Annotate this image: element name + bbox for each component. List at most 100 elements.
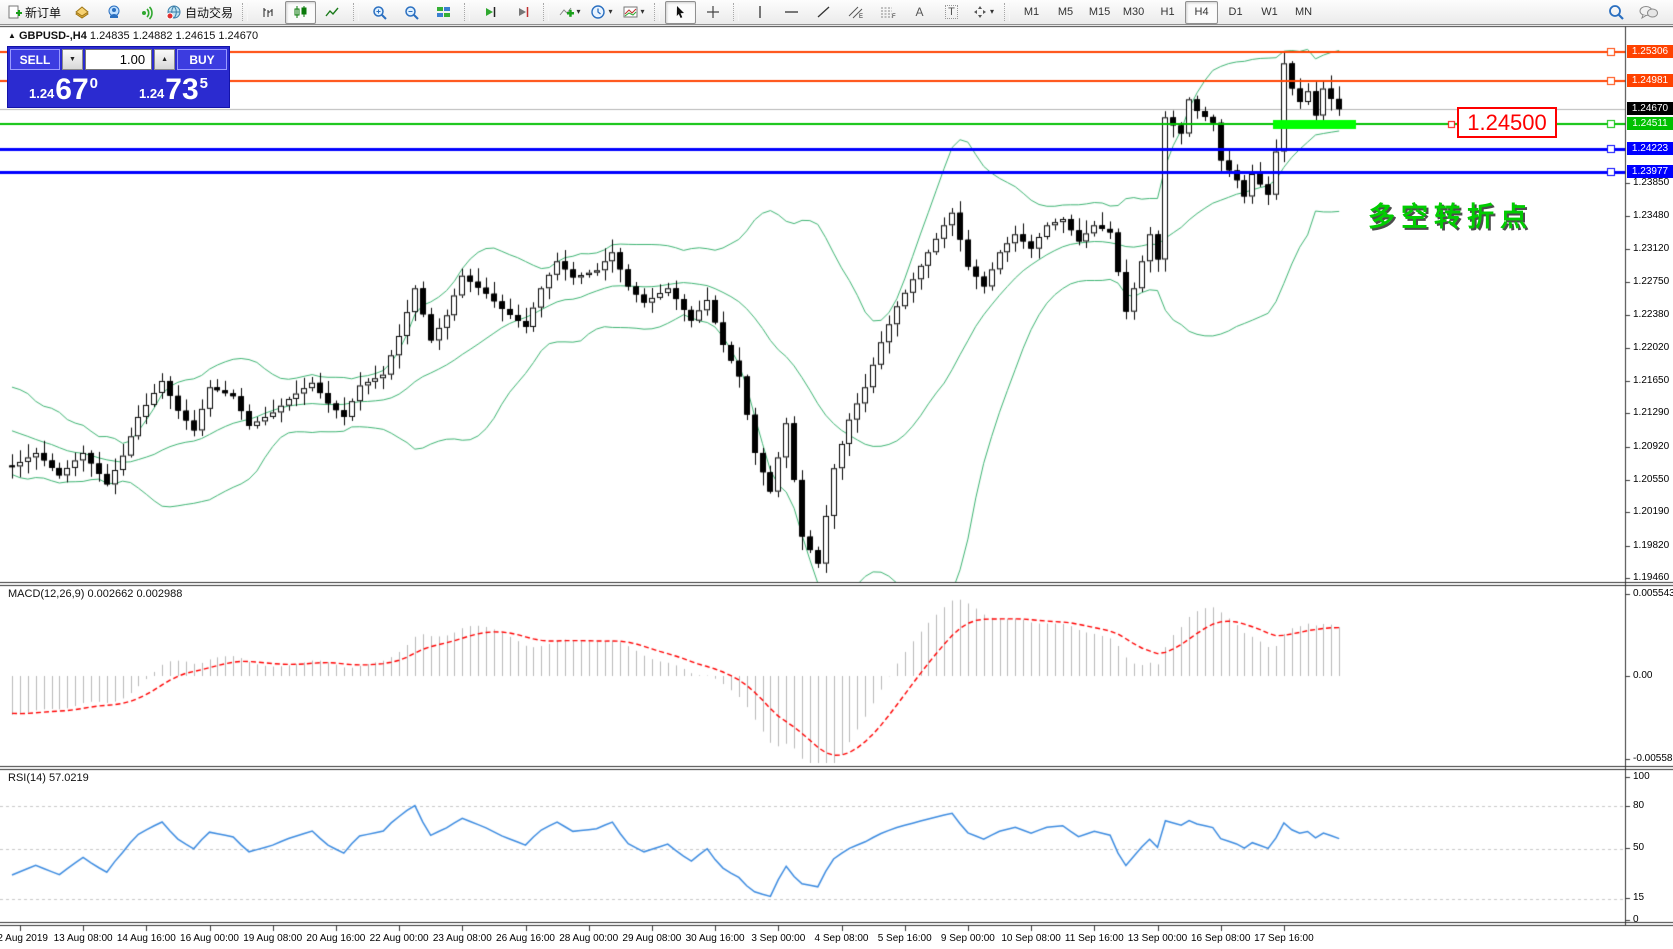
text-label-button[interactable]: T bbox=[936, 1, 967, 24]
tile-windows-button[interactable] bbox=[428, 1, 459, 24]
zoom-in-button[interactable] bbox=[364, 1, 395, 24]
signals-button[interactable] bbox=[130, 1, 161, 24]
community-icon bbox=[106, 5, 122, 20]
auto-scroll-icon bbox=[486, 7, 496, 17]
cursor-button[interactable] bbox=[665, 0, 697, 24]
bar-chart-button[interactable] bbox=[253, 1, 284, 24]
vertical-line-button[interactable] bbox=[744, 1, 775, 24]
equidistant-channel-icon: E bbox=[848, 6, 863, 19]
toolbar-grip bbox=[654, 3, 661, 21]
timeframe-button-m1[interactable]: M1 bbox=[1023, 6, 1040, 18]
clock-icon bbox=[590, 4, 605, 19]
toolbar-grip bbox=[242, 3, 249, 21]
profiles-button[interactable] bbox=[66, 1, 97, 24]
indicators-button[interactable]: ▾ bbox=[554, 1, 585, 24]
sell-price-base: 1.24 bbox=[28, 86, 55, 101]
fibonacci-icon: F bbox=[880, 7, 896, 19]
templates-button[interactable]: ▾ bbox=[618, 1, 649, 24]
zoom-out-button[interactable] bbox=[396, 1, 427, 24]
line-chart-icon bbox=[325, 7, 339, 17]
signals-icon bbox=[138, 5, 154, 20]
chart-shift-button[interactable] bbox=[507, 1, 538, 24]
timeframe-button-m5[interactable]: M5 bbox=[1057, 6, 1074, 18]
timeframe-group: M1 M5 M15 M30 H1 H4 D1 W1 MN bbox=[1015, 0, 1320, 24]
annotation-text[interactable]: 多空转折点 bbox=[1368, 202, 1533, 233]
chart-shift-icon bbox=[519, 7, 529, 17]
auto-scroll-button[interactable] bbox=[475, 1, 506, 24]
toolbar-grip bbox=[733, 3, 740, 21]
volume-increase-button[interactable]: ▲ bbox=[154, 49, 175, 70]
sell-price-pip: 0 bbox=[89, 75, 99, 92]
community-button[interactable] bbox=[98, 1, 129, 24]
autotrading-button[interactable]: 自动交易 bbox=[162, 1, 237, 24]
autotrading-label: 自动交易 bbox=[185, 5, 234, 20]
buy-price-big: 73 bbox=[165, 73, 199, 106]
profiles-icon bbox=[74, 5, 90, 19]
timeframe-button-mn[interactable]: MN bbox=[1294, 6, 1313, 18]
zoom-in-icon bbox=[372, 5, 387, 20]
timeframe-button-h1[interactable]: H1 bbox=[1160, 6, 1175, 18]
crosshair-icon bbox=[706, 6, 719, 18]
tile-windows-icon bbox=[437, 7, 451, 17]
dropdown-caret-icon: ▾ bbox=[640, 7, 645, 16]
text-tool-icon: A bbox=[915, 5, 924, 19]
one-click-trading-panel: SELL ▼ ▲ BUY 1.24 67 0 1.24 73 5 bbox=[7, 46, 230, 108]
search-button[interactable] bbox=[1601, 1, 1632, 24]
trendline-icon bbox=[817, 6, 830, 18]
sell-price[interactable]: 1.24 67 0 bbox=[10, 72, 117, 105]
toolbar-grip bbox=[543, 3, 550, 21]
chat-button[interactable] bbox=[1633, 1, 1664, 24]
crosshair-button[interactable] bbox=[697, 1, 728, 24]
dropdown-caret-icon: ▾ bbox=[990, 7, 995, 16]
toolbar-grip bbox=[353, 3, 360, 21]
text-label-icon: T bbox=[945, 5, 958, 19]
chat-icon bbox=[1639, 5, 1658, 19]
timeframe-button-m30[interactable]: M30 bbox=[1122, 6, 1145, 18]
toolbar: 新订单 自动交易 bbox=[0, 0, 1673, 25]
trendline-button[interactable] bbox=[808, 1, 839, 24]
new-order-icon bbox=[7, 5, 22, 20]
autotrading-globe-icon bbox=[166, 5, 182, 20]
vertical-line-icon bbox=[758, 6, 761, 18]
dropdown-caret-icon: ▾ bbox=[608, 7, 613, 16]
sell-price-big: 67 bbox=[55, 73, 89, 106]
timeframe-button-m15[interactable]: M15 bbox=[1088, 6, 1111, 18]
new-order-button[interactable]: 新订单 bbox=[3, 1, 65, 24]
buy-price-pip: 5 bbox=[199, 75, 209, 92]
search-icon bbox=[1609, 5, 1624, 20]
svg-text:E: E bbox=[859, 14, 863, 19]
timeframe-button-d1[interactable]: D1 bbox=[1228, 6, 1243, 18]
buy-button[interactable]: BUY bbox=[177, 49, 227, 70]
text-button[interactable]: A bbox=[904, 1, 935, 24]
arrows-button[interactable]: ▾ bbox=[968, 1, 999, 24]
dropdown-caret-icon: ▾ bbox=[576, 7, 581, 16]
line-chart-button[interactable] bbox=[317, 1, 348, 24]
horizontal-line-icon bbox=[785, 11, 799, 13]
templates-icon bbox=[623, 6, 638, 18]
candlestick-chart-icon bbox=[294, 6, 307, 18]
cursor-icon bbox=[676, 6, 685, 18]
timeframe-button-h4[interactable]: H4 bbox=[1185, 0, 1219, 24]
new-order-label: 新订单 bbox=[25, 5, 62, 20]
volume-decrease-button[interactable]: ▼ bbox=[62, 49, 83, 70]
horizontal-line-button[interactable] bbox=[776, 1, 807, 24]
candlestick-chart-button[interactable] bbox=[285, 0, 317, 24]
sell-button[interactable]: SELL bbox=[10, 49, 60, 70]
toolbar-grip bbox=[464, 3, 471, 21]
toolbar-grip bbox=[1004, 3, 1011, 21]
bar-chart-icon bbox=[263, 8, 273, 17]
periods-button[interactable]: ▾ bbox=[586, 1, 617, 24]
fibonacci-button[interactable]: F bbox=[872, 1, 903, 24]
equidistant-channel-button[interactable]: E bbox=[840, 1, 871, 24]
buy-price-base: 1.24 bbox=[138, 86, 165, 101]
buy-price[interactable]: 1.24 73 5 bbox=[120, 72, 227, 105]
price-level-label-box[interactable]: 1.24500 bbox=[1457, 107, 1557, 138]
svg-text:F: F bbox=[892, 14, 896, 19]
arrows-icon bbox=[974, 6, 987, 18]
indicators-icon bbox=[559, 7, 574, 17]
zoom-out-icon bbox=[404, 5, 419, 20]
volume-input[interactable] bbox=[84, 49, 153, 70]
timeframe-button-w1[interactable]: W1 bbox=[1261, 6, 1278, 18]
